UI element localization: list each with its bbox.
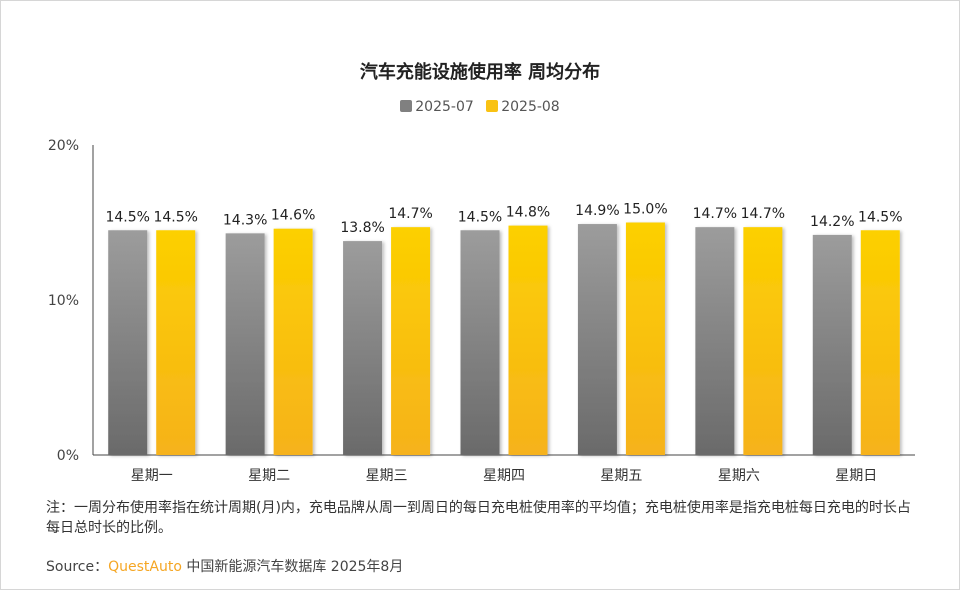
x-tick-label: 星期五 [600, 468, 642, 484]
legend-swatch-yellow [486, 100, 499, 112]
data-label: 15.0% [623, 202, 667, 218]
x-tick-label: 星期四 [483, 468, 525, 484]
legend-label: 2025-08 [501, 99, 560, 115]
data-label: 14.5% [858, 209, 902, 225]
y-tick-label: 10% [48, 293, 79, 309]
data-label: 14.9% [575, 203, 619, 219]
data-label: 14.5% [153, 209, 197, 225]
data-label: 14.7% [388, 206, 432, 222]
bar [391, 227, 431, 455]
bar [625, 222, 665, 455]
bar [156, 230, 196, 455]
source-brand: QuestAuto [108, 559, 182, 575]
data-label: 14.8% [506, 205, 550, 221]
x-tick-label: 星期三 [366, 468, 408, 484]
x-tick-label: 星期六 [718, 468, 760, 484]
data-label: 14.3% [223, 212, 267, 228]
bar [860, 230, 900, 455]
bar [108, 230, 148, 455]
x-tick-label: 星期一 [131, 468, 173, 484]
bar [743, 227, 783, 455]
source-line: Source：QuestAuto 中国新能源汽车数据库 2025年8月 [46, 556, 403, 576]
data-label: 14.5% [105, 209, 149, 225]
legend-item-2025-08: 2025-08 [486, 99, 560, 115]
bar [460, 230, 500, 455]
bar [812, 234, 852, 455]
data-label: 14.6% [271, 208, 315, 224]
x-tick-label: 星期日 [835, 468, 877, 484]
data-label: 14.7% [741, 206, 785, 222]
x-tick-label: 星期二 [248, 468, 290, 484]
chart-legend: 2025-07 2025-08 [0, 99, 960, 115]
legend-swatch-gray [400, 100, 413, 112]
data-label: 14.2% [810, 214, 854, 230]
data-label: 14.5% [458, 209, 502, 225]
data-label: 14.7% [693, 206, 737, 222]
data-label: 13.8% [340, 220, 384, 236]
bar [225, 233, 265, 455]
y-tick-label: 20% [48, 138, 79, 154]
bar [508, 225, 548, 455]
bar [273, 228, 313, 455]
y-tick-label: 0% [57, 448, 79, 464]
footnote: 注：一周分布使用率指在统计周期(月)内，充电品牌从周一到周日的每日充电桩使用率的… [46, 500, 911, 536]
source-prefix: Source： [46, 559, 109, 575]
bar [577, 224, 617, 455]
legend-item-2025-07: 2025-07 [400, 99, 474, 115]
legend-label: 2025-07 [415, 99, 474, 115]
bar [343, 241, 383, 455]
bar [695, 227, 735, 455]
source-text: 中国新能源汽车数据库 2025年8月 [186, 559, 404, 575]
chart-title: 汽车充能设施使用率 周均分布 [359, 62, 601, 83]
